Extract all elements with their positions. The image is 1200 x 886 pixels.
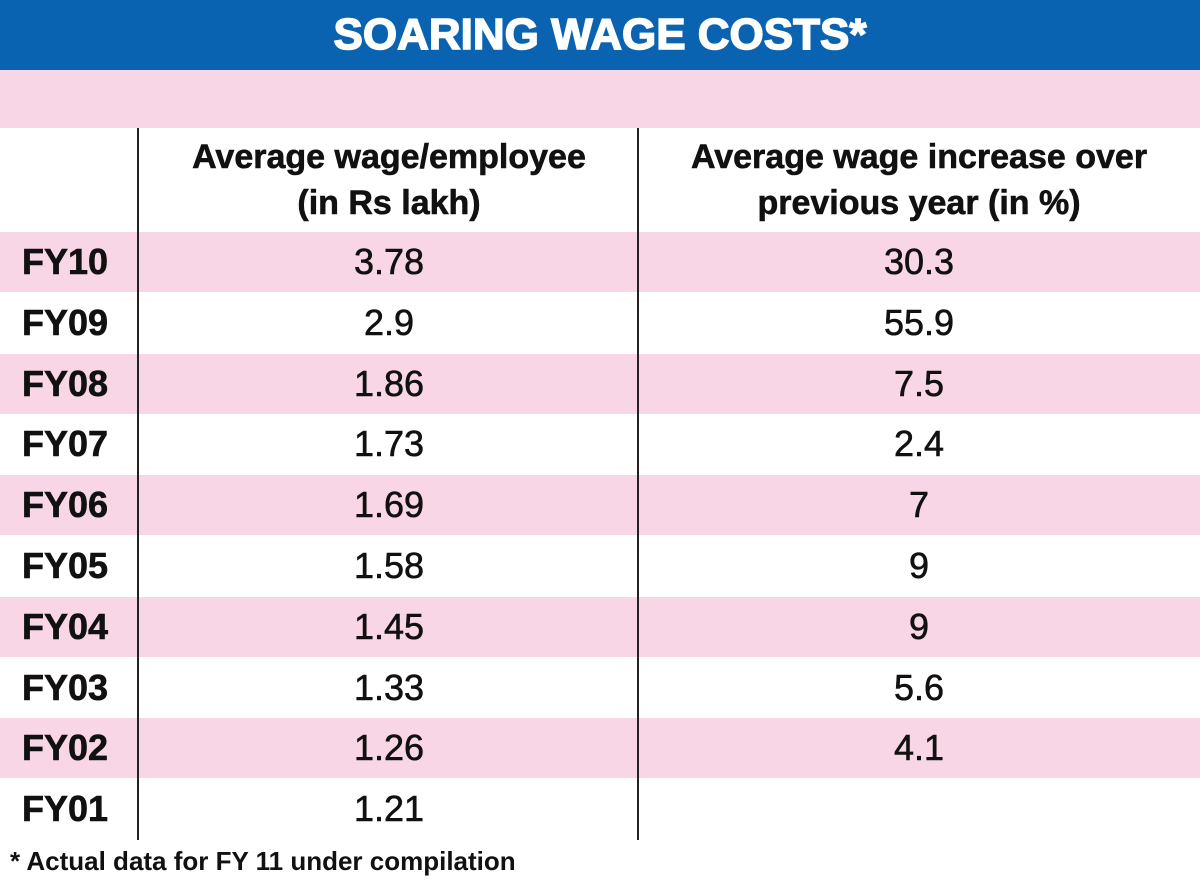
- table-row: FY05 1.58 9: [0, 536, 1200, 596]
- wage-value: 2.9: [363, 301, 415, 343]
- page-title: SOARING WAGE COSTS*: [333, 9, 867, 60]
- wage-value: 1.73: [353, 423, 425, 465]
- table-row: FY07 1.73 2.4: [0, 414, 1200, 475]
- table-row: FY06 1.69 7: [0, 475, 1200, 536]
- increase-value: 2.4: [893, 423, 945, 465]
- row-label: FY03: [22, 666, 109, 708]
- wage-value: 1.45: [353, 605, 425, 647]
- increase-value: 55.9: [883, 301, 955, 343]
- wage-value: 3.78: [353, 241, 425, 283]
- wage-value: 1.26: [353, 727, 425, 769]
- table-row: FY02 1.26 4.1: [0, 718, 1200, 779]
- column-header-wage-line-2: (in Rs lakh): [297, 184, 481, 223]
- header-spacer-band: [0, 70, 1200, 128]
- increase-value: 7.5: [893, 362, 945, 404]
- wage-value: 1.33: [353, 666, 425, 708]
- column-header-increase-line-2: previous year (in %): [757, 184, 1081, 223]
- increase-value: 7: [908, 484, 930, 526]
- wage-value: 1.69: [353, 484, 425, 526]
- wage-value: 1.86: [353, 362, 425, 404]
- row-label: FY07: [22, 423, 109, 465]
- increase-value: 4.1: [893, 727, 945, 769]
- increase-value: 9: [908, 605, 930, 647]
- table-row: FY09 2.9 55.9: [0, 292, 1200, 353]
- row-label: FY05: [22, 545, 109, 587]
- row-label: FY01: [22, 788, 109, 830]
- row-label: FY09: [22, 301, 109, 343]
- title-bar: SOARING WAGE COSTS*: [0, 0, 1200, 70]
- column-header-wage: Average wage/employee (in Rs lakh): [140, 128, 638, 232]
- row-label: FY06: [22, 484, 109, 526]
- increase-value: 30.3: [883, 241, 955, 283]
- table-row: FY04 1.45 9: [0, 596, 1200, 657]
- column-divider-1: [137, 128, 139, 840]
- table-row: FY03 1.33 5.6: [0, 657, 1200, 718]
- row-label: FY08: [22, 362, 109, 404]
- footnote: * Actual data for FY 11 under compilatio…: [10, 846, 516, 876]
- column-header-increase-line-1: Average wage increase over: [690, 138, 1148, 177]
- column-divider-2: [637, 128, 639, 840]
- table-row: FY01 1.21: [0, 779, 1200, 840]
- wage-value: 1.21: [353, 788, 425, 830]
- row-label: FY02: [22, 727, 109, 769]
- table-row: FY08 1.86 7.5: [0, 353, 1200, 414]
- row-label: FY10: [22, 241, 109, 283]
- wage-value: 1.58: [353, 545, 425, 587]
- row-label: FY04: [22, 605, 109, 647]
- increase-value: [640, 779, 1198, 839]
- increase-value: 9: [908, 545, 930, 587]
- increase-value: 5.6: [893, 666, 945, 708]
- column-header-wage-line-1: Average wage/employee: [192, 138, 586, 177]
- column-header-increase: Average wage increase over previous year…: [640, 128, 1198, 232]
- table-row: FY10 3.78 30.3: [0, 232, 1200, 292]
- table-header-row: Average wage/employee (in Rs lakh) Avera…: [0, 128, 1200, 232]
